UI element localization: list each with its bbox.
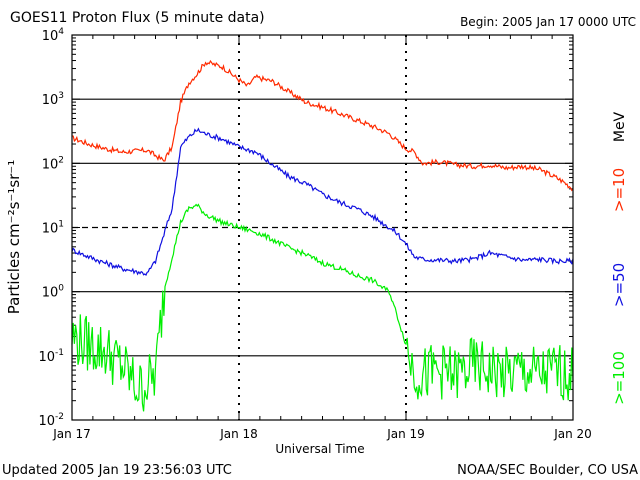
legend-entry-1: >=50	[610, 263, 628, 307]
chart-title: GOES11 Proton Flux (5 minute data)	[10, 10, 265, 26]
legend-entry-0: >=10	[610, 168, 628, 212]
credit-label: NOAA/SEC Boulder, CO USA	[457, 463, 638, 478]
x-tick-label: Jan 18	[219, 427, 258, 441]
updated-timestamp: Updated 2005 Jan 19 23:56:03 UTC	[2, 463, 232, 478]
y-tick-label: 10-1	[38, 348, 64, 365]
x-tick-label: Jan 20	[553, 427, 592, 441]
y-tick-label: 100	[42, 284, 65, 301]
series-line-2	[71, 203, 574, 412]
legend-unit: MeV	[612, 111, 628, 142]
y-tick-label: 102	[42, 155, 64, 172]
x-tick-label: Jan 19	[386, 427, 425, 441]
series-line-1	[71, 127, 574, 276]
y-tick-label: 101	[42, 220, 64, 237]
y-tick-label: 104	[42, 27, 65, 44]
series-line-0	[71, 59, 574, 192]
begin-label: Begin: 2005 Jan 17 0000 UTC	[460, 15, 636, 29]
y-axis-label: Particles cm⁻²s⁻¹sr⁻¹	[5, 160, 23, 314]
legend-entry-2: >=100	[610, 351, 628, 405]
x-axis-label: Universal Time	[275, 442, 364, 456]
plot-frame	[71, 34, 574, 421]
x-tick-label: Jan 17	[52, 427, 91, 441]
y-tick-label: 10-2	[38, 412, 64, 429]
y-tick-label: 103	[42, 91, 64, 108]
